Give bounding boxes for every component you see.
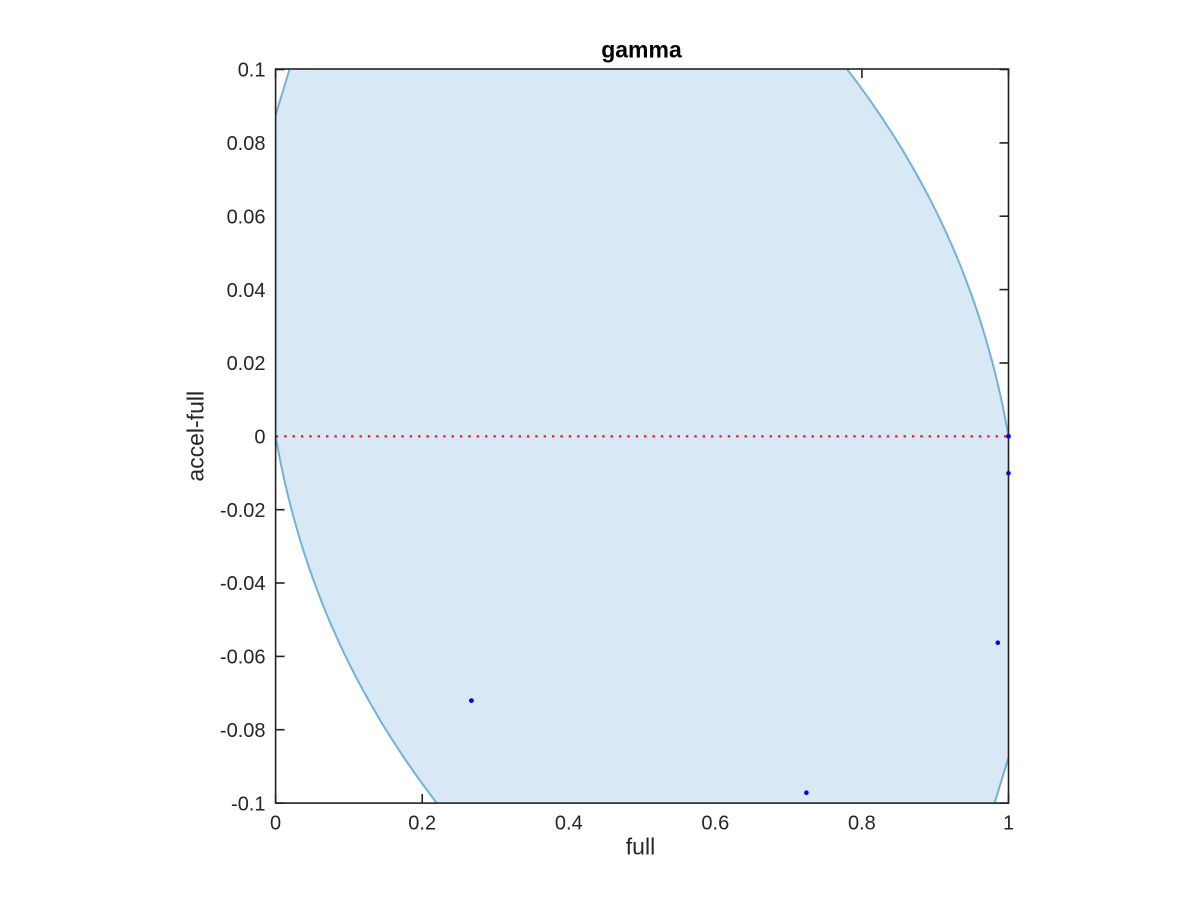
svg-text:0.1: 0.1 (238, 60, 266, 82)
svg-text:-0.08: -0.08 (220, 720, 266, 742)
svg-text:0.02: 0.02 (227, 353, 266, 375)
svg-text:accel-full: accel-full (183, 391, 209, 482)
svg-text:0.04: 0.04 (227, 280, 266, 302)
svg-text:1: 1 (1003, 813, 1014, 835)
svg-text:0.4: 0.4 (555, 813, 583, 835)
svg-text:0.08: 0.08 (227, 133, 266, 155)
svg-text:gamma: gamma (601, 36, 682, 62)
svg-text:-0.02: -0.02 (220, 500, 266, 522)
svg-text:-0.1: -0.1 (231, 793, 265, 815)
svg-text:0.8: 0.8 (848, 813, 876, 835)
svg-text:0.6: 0.6 (701, 813, 729, 835)
svg-text:-0.06: -0.06 (220, 647, 266, 669)
svg-text:0: 0 (254, 427, 265, 449)
svg-text:0.06: 0.06 (227, 206, 266, 228)
svg-text:full: full (626, 834, 655, 860)
svg-text:0: 0 (270, 813, 281, 835)
svg-text:-0.04: -0.04 (220, 573, 266, 595)
svg-text:0.2: 0.2 (408, 813, 436, 835)
